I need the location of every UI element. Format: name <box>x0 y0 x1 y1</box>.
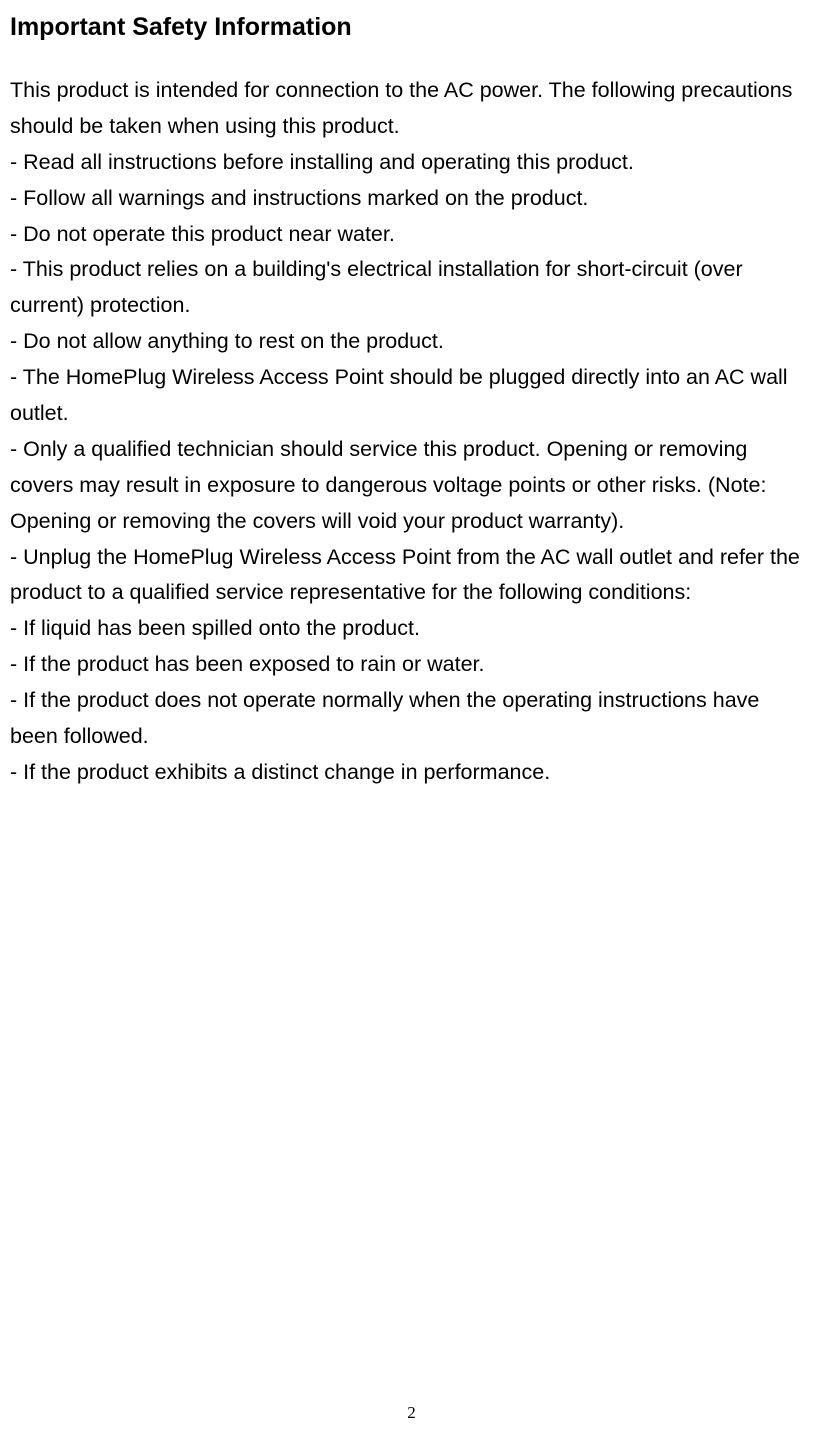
paragraph: - If the product does not operate normal… <box>10 683 805 755</box>
paragraph: - If the product has been exposed to rai… <box>10 647 805 683</box>
paragraph: - If liquid has been spilled onto the pr… <box>10 611 805 647</box>
paragraph: - Only a qualified technician should ser… <box>10 432 805 540</box>
paragraph: - Do not operate this product near water… <box>10 217 805 253</box>
page-number: 2 <box>0 1403 823 1423</box>
paragraph: - Read all instructions before installin… <box>10 145 805 181</box>
paragraph: - Unplug the HomePlug Wireless Access Po… <box>10 540 805 612</box>
page-heading: Important Safety Information <box>10 10 805 45</box>
paragraph: - Follow all warnings and instructions m… <box>10 181 805 217</box>
paragraph: - The HomePlug Wireless Access Point sho… <box>10 360 805 432</box>
body-content: This product is intended for connection … <box>10 73 805 791</box>
paragraph: - Do not allow anything to rest on the p… <box>10 324 805 360</box>
paragraph: This product is intended for connection … <box>10 73 805 145</box>
paragraph: - This product relies on a building's el… <box>10 252 805 324</box>
paragraph: - If the product exhibits a distinct cha… <box>10 755 805 791</box>
